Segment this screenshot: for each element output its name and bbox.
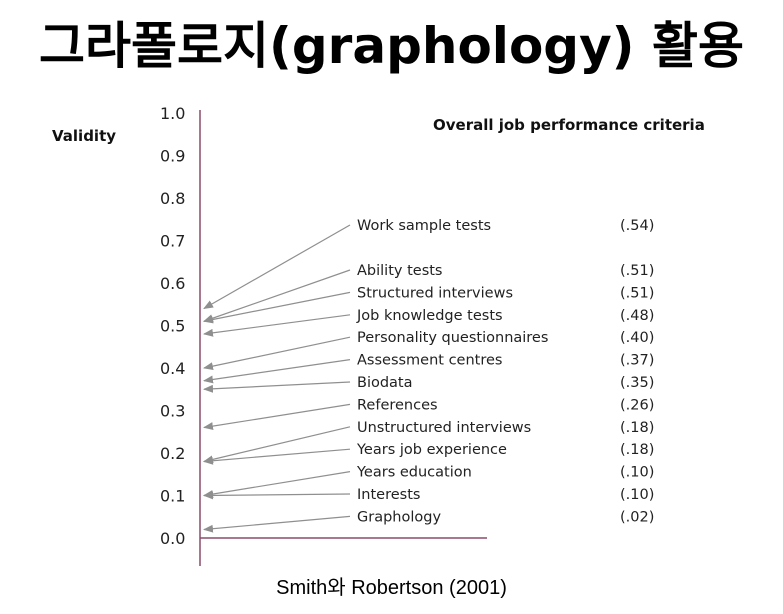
value-label: (.10): [620, 487, 654, 503]
category-label: Interests: [357, 487, 420, 503]
category-label: Structured interviews: [357, 285, 513, 301]
value-label: (.51): [620, 263, 654, 279]
category-label: Years job experience: [356, 442, 507, 458]
category-label: Graphology: [357, 509, 441, 525]
y-tick-label: 0.5: [160, 317, 185, 336]
value-label: (.40): [620, 330, 654, 346]
category-label: Assessment centres: [357, 353, 502, 369]
category-label: Work sample tests: [357, 218, 491, 234]
value-label: (.48): [620, 308, 654, 324]
value-label: (.02): [620, 509, 654, 525]
category-label: Job knowledge tests: [356, 308, 503, 324]
category-label: Unstructured interviews: [357, 420, 531, 436]
value-label: (.37): [620, 353, 654, 369]
validity-arrow: [203, 269, 351, 323]
y-tick-label: 0.1: [160, 487, 185, 506]
value-label: (.18): [620, 442, 654, 458]
y-tick-label: 0.8: [160, 189, 185, 208]
y-tick-label: 0.2: [160, 444, 185, 463]
value-label: (.54): [620, 218, 654, 234]
validity-arrow: [203, 471, 351, 498]
validity-arrow: [203, 381, 351, 393]
y-tick-label: 0.9: [160, 147, 185, 166]
validity-arrow: [203, 491, 351, 500]
y-tick-label: 0.4: [160, 359, 185, 378]
criteria-header: Overall job performance criteria: [433, 116, 705, 134]
value-label: (.18): [620, 420, 654, 436]
category-label: Personality questionnaires: [357, 330, 548, 346]
value-label: (.26): [620, 397, 654, 413]
category-label: Biodata: [357, 375, 413, 391]
value-label: (.10): [620, 465, 654, 481]
category-label: References: [357, 397, 438, 413]
validity-arrow: [203, 426, 351, 464]
y-tick-label: 1.0: [160, 104, 185, 123]
slide-title: 그라폴로지(graphology) 활용: [39, 17, 744, 75]
category-label: Years education: [356, 465, 472, 481]
validity-arrow: [203, 403, 351, 431]
validity-arrow: [203, 515, 351, 533]
validity-arrow: [203, 359, 351, 384]
validity-arrow: [203, 291, 351, 324]
category-label: Ability tests: [357, 263, 443, 279]
y-axis-label: Validity: [52, 127, 117, 145]
y-tick-label: 0.3: [160, 402, 185, 421]
validity-arrow: [203, 336, 351, 371]
validity-arrow: [203, 448, 351, 465]
value-label: (.35): [620, 375, 654, 391]
y-tick-label: 0.6: [160, 274, 185, 293]
y-tick-label: 0.0: [160, 529, 185, 548]
source-caption: Smith와 Robertson (2001): [276, 577, 507, 599]
y-tick-label: 0.7: [160, 232, 185, 251]
validity-arrow: [203, 314, 351, 337]
value-label: (.51): [620, 285, 654, 301]
validity-arrow: [203, 224, 351, 310]
